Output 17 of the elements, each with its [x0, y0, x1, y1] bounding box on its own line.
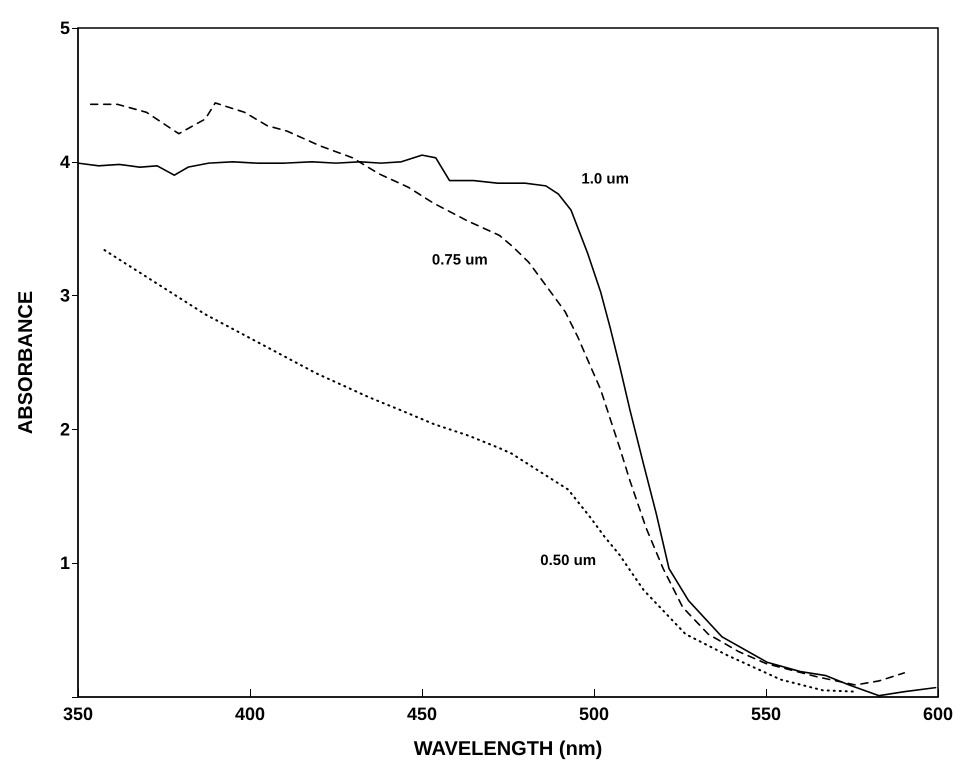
y-tick-label: 4	[60, 152, 70, 172]
y-tick-label: 5	[60, 18, 70, 38]
x-tick-label: 500	[578, 704, 610, 724]
y-tick-label: 2	[60, 419, 70, 440]
y-tick-label: 1	[60, 553, 70, 574]
x-tick-label: 400	[234, 704, 266, 724]
x-tick-label: 350	[62, 704, 94, 724]
x-tick-label: 550	[750, 704, 782, 724]
y-axis-title: ABSORBANCE	[15, 290, 37, 434]
x-axis-title: WAVELENGTH (nm)	[414, 738, 602, 760]
x-tick-label: 600	[922, 704, 954, 724]
series-label: 0.75 um	[432, 252, 488, 269]
x-tick-label: 450	[406, 704, 438, 724]
series-label: 0.50 um	[540, 552, 596, 570]
y-tick-label: 3	[60, 286, 70, 306]
series-label: 1.0 um	[581, 170, 629, 188]
line-series	[103, 249, 856, 693]
